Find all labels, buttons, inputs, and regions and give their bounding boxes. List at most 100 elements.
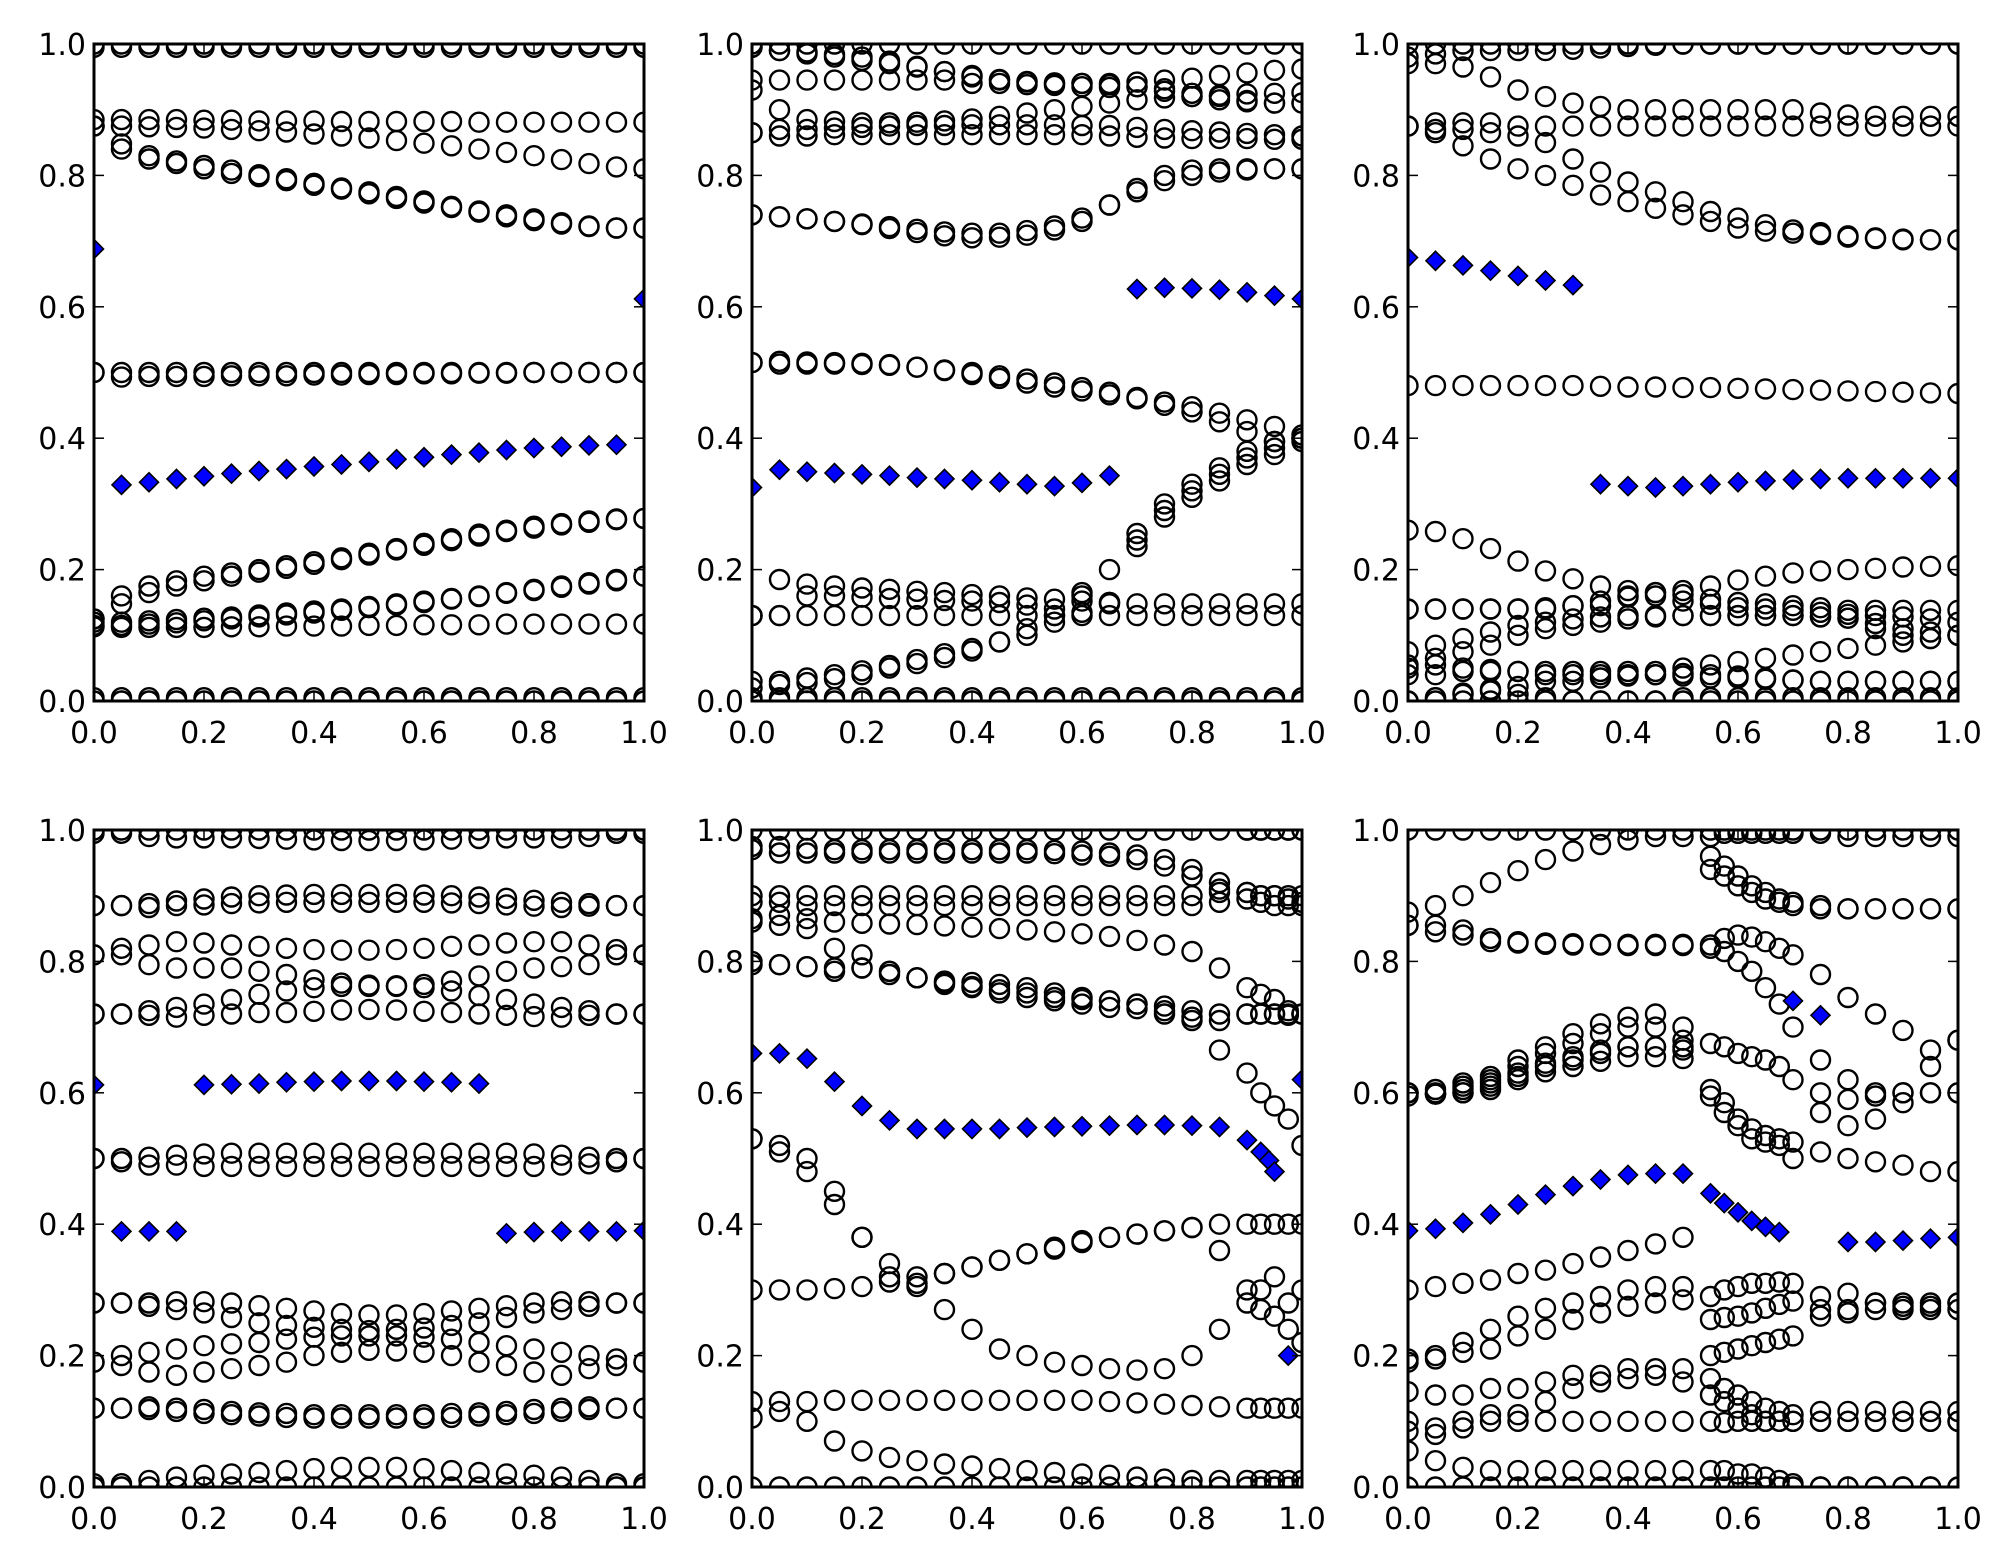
y-tick-label: 0.8: [38, 945, 86, 980]
circle-series: [752, 44, 1302, 95]
circle-point: [550, 44, 573, 58]
circle-point: [440, 1001, 463, 1024]
x-tick-label: 0.4: [948, 716, 996, 751]
circle-series: [94, 507, 644, 630]
circle-point: [220, 1142, 243, 1164]
circle-point: [1699, 1410, 1722, 1433]
circle-point: [1236, 440, 1258, 462]
circle-point: [193, 44, 215, 58]
circle-point: [358, 883, 380, 906]
circle-point: [1452, 885, 1474, 907]
circle-point: [303, 969, 325, 991]
circle-point: [1809, 102, 1832, 124]
circle-point: [1507, 1055, 1529, 1078]
circle-point: [1864, 115, 1887, 137]
diamond-point: [110, 474, 133, 496]
diamond-point: [1263, 284, 1286, 307]
circle-point: [1947, 624, 1958, 646]
circle-point: [1208, 690, 1231, 701]
circle-point: [1408, 1279, 1419, 1301]
circle-point: [165, 690, 188, 701]
circle-point: [1947, 898, 1958, 920]
circle-point: [550, 361, 573, 384]
circle-point: [1424, 53, 1447, 75]
diamond-point: [220, 463, 243, 485]
circle-point: [752, 677, 763, 699]
circle-point: [796, 1410, 818, 1433]
circle-point: [1562, 1252, 1584, 1275]
circle-point: [1507, 79, 1529, 101]
circle-point: [1947, 555, 1958, 577]
circle-point: [878, 885, 901, 907]
circle-point: [1782, 562, 1804, 584]
circle-point: [413, 1403, 435, 1426]
circle-point: [1507, 614, 1529, 637]
circle-point: [385, 129, 408, 152]
circle-point: [1263, 894, 1286, 917]
circle-point: [1534, 1459, 1557, 1482]
circle-point: [1644, 181, 1667, 203]
diamond-point: [495, 1222, 518, 1245]
circle-point: [796, 44, 818, 63]
circle-point: [303, 977, 325, 999]
circle-point: [823, 960, 846, 982]
circle-point: [1644, 1003, 1667, 1025]
diamond-point: [1098, 465, 1121, 487]
circle-point: [1768, 937, 1791, 959]
circle-point: [1892, 830, 1914, 848]
circle-point: [961, 64, 983, 87]
circle-series: [94, 1325, 644, 1373]
circle-point: [933, 225, 956, 247]
circle-point: [1507, 932, 1529, 954]
circle-point: [330, 975, 353, 998]
circle-point: [1208, 1239, 1231, 1262]
circle-point: [550, 1144, 573, 1166]
circle-series: [752, 427, 1302, 692]
circle-point: [1672, 1226, 1694, 1249]
circle-point: [1534, 1476, 1557, 1487]
circle-point: [633, 361, 644, 384]
circle-point: [94, 1292, 105, 1314]
circle-point: [468, 1351, 490, 1373]
circle-point: [385, 1403, 408, 1426]
circle-point: [1699, 1085, 1722, 1107]
circle-point: [385, 1476, 408, 1487]
diamond-point: [275, 1071, 298, 1093]
circle-point: [1892, 618, 1914, 640]
circle-point: [1424, 894, 1447, 917]
circle-point: [1727, 924, 1749, 946]
circle-point: [303, 1000, 325, 1022]
circle-point: [1452, 919, 1474, 941]
circle-point: [1837, 1400, 1859, 1423]
x-tick-label: 0.2: [180, 716, 228, 751]
diamond-point: [1098, 1115, 1121, 1137]
circle-point: [1741, 1302, 1763, 1324]
circle-point: [961, 640, 983, 662]
circle-point: [440, 1402, 463, 1425]
y-tick-label: 0.2: [696, 1340, 744, 1375]
circle-point: [550, 1364, 573, 1387]
diamond-point: [1672, 1162, 1694, 1185]
circle-series: [752, 881, 1302, 907]
circle-point: [1424, 1083, 1447, 1105]
circle-point: [248, 119, 270, 142]
circle-point: [1126, 75, 1148, 98]
diamond-point: [1809, 468, 1832, 490]
circle-point: [768, 954, 791, 976]
circle-point: [110, 937, 133, 959]
circle-point: [1699, 1459, 1722, 1482]
marks: [752, 44, 1302, 701]
circle-point: [988, 72, 1011, 95]
circle-point: [1408, 1410, 1419, 1432]
circle-point: [275, 44, 298, 55]
circle-point: [851, 69, 873, 91]
diamond-point: [1408, 1220, 1419, 1242]
circle-point: [578, 1153, 600, 1175]
circle-point: [1153, 44, 1176, 55]
circle-point: [550, 576, 573, 598]
circle-point: [1424, 830, 1447, 841]
circle-point: [1452, 690, 1474, 701]
circle-point: [330, 690, 353, 701]
circle-point: [961, 123, 983, 146]
circle-point: [1153, 593, 1176, 615]
